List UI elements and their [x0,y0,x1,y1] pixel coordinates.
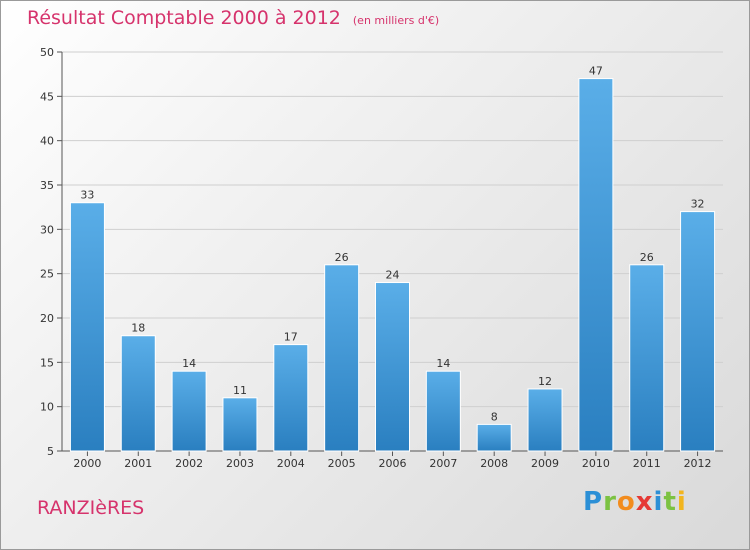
bar [578,78,614,452]
data-label: 8 [491,410,498,423]
bar [171,370,207,452]
data-label: 26 [335,251,349,264]
bar [222,397,258,452]
y-tick-label: 10 [40,401,54,414]
x-tick-label: 2012 [684,457,712,470]
data-label: 11 [233,384,247,397]
x-tick-label: 2004 [277,457,305,470]
place-name: RANZIèRES [37,497,145,519]
chart-title-text: Résultat Comptable 2000 à 2012 [27,7,341,29]
x-tick-label: 2009 [531,457,559,470]
y-tick-label: 15 [40,356,54,369]
y-tick-label: 45 [40,90,54,103]
data-label: 12 [538,375,552,388]
bar [476,423,512,452]
data-label: 14 [436,357,450,370]
bar [375,282,410,452]
logo-letter: x [635,487,654,517]
logo-letter: o [616,487,636,517]
y-tick-label: 25 [40,268,54,281]
y-tick-label: 50 [40,46,54,59]
x-tick-label: 2006 [379,457,407,470]
bar [324,264,360,452]
x-tick-label: 2002 [175,457,203,470]
logo-letter: r [603,487,617,517]
bar [629,264,665,452]
x-tick-label: 2010 [582,457,610,470]
labels: 5 10 15 20 25 30 35 40 45 50 33 2000 18 2001 14 2002 11 2… [40,46,712,470]
logo-letter: i [676,487,687,517]
x-tick-label: 2008 [480,457,508,470]
bar [680,211,716,452]
x-tick-label: 2005 [328,457,356,470]
x-tick-label: 2001 [124,457,152,470]
logo-letter: P [583,487,604,517]
bar [69,202,105,452]
x-tick-label: 2011 [633,457,661,470]
data-label: 47 [589,65,603,78]
chart-title: Résultat Comptable 2000 à 2012 (en millie… [27,7,439,29]
data-label: 32 [691,198,705,211]
chart-unit: (en milliers d'€) [352,14,440,27]
x-tick-label: 2000 [73,457,101,470]
logo-letter: t [663,487,677,517]
data-label: 24 [386,269,400,282]
bars [69,78,716,452]
y-tick-label: 20 [40,312,54,325]
y-tick-label: 5 [47,445,54,458]
data-label: 33 [80,189,94,202]
bar [120,335,156,452]
bar [273,344,309,452]
data-label: 26 [640,251,654,264]
bar [527,388,563,452]
x-tick-label: 2007 [429,457,457,470]
y-tick-label: 40 [40,135,54,148]
proxiti-logo: Proxiti [583,487,687,517]
data-label: 18 [131,322,145,335]
data-label: 14 [182,357,196,370]
bar [425,370,461,452]
logo-letter: i [653,487,664,517]
y-tick-label: 30 [40,223,54,236]
y-tick-label: 35 [40,179,54,192]
data-label: 17 [284,331,298,344]
x-tick-label: 2003 [226,457,254,470]
